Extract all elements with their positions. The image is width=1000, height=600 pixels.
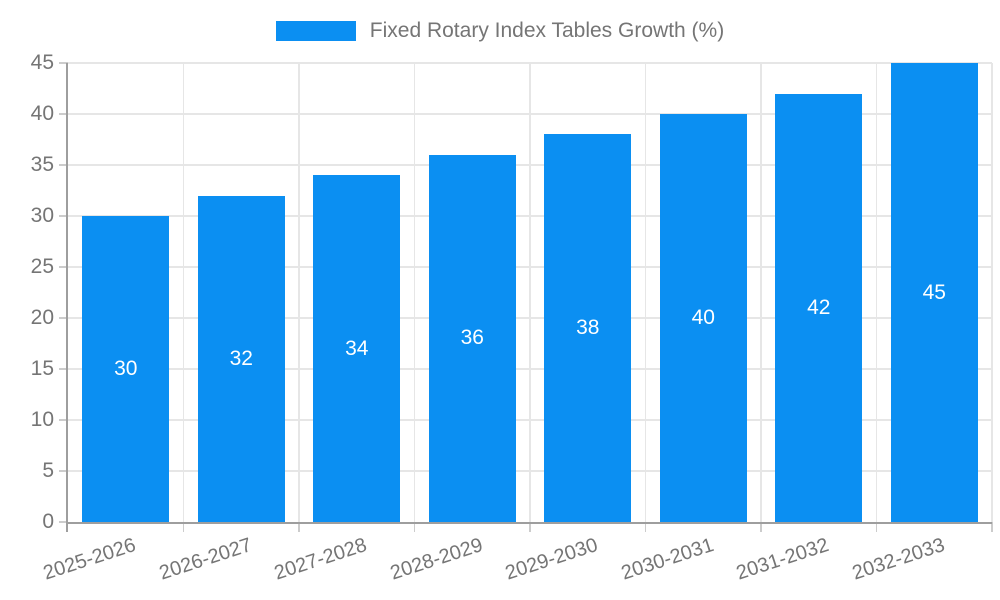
y-tick-label: 45 (30, 51, 54, 74)
v-gridline (644, 63, 647, 522)
bar-value-label: 32 (229, 346, 253, 370)
v-gridline (298, 63, 300, 522)
x-tick-label: 2027-2028 (271, 534, 370, 585)
y-tick-label: 10 (30, 408, 54, 431)
y-tick (59, 62, 68, 64)
y-tick-label: 25 (30, 255, 54, 278)
x-axis-line (66, 522, 992, 524)
x-tick-label: 2025-2026 (40, 534, 139, 585)
x-tick-label: 2029-2030 (502, 534, 601, 585)
x-tick (529, 522, 531, 532)
x-tick (182, 522, 185, 532)
y-tick-label: 35 (30, 153, 54, 176)
bar[interactable]: 40 (659, 114, 747, 522)
x-tick-label: 2026-2027 (156, 534, 255, 585)
v-gridline (413, 63, 416, 522)
y-tick-label: 5 (42, 459, 54, 482)
x-tick (875, 522, 878, 532)
v-gridline (182, 63, 185, 522)
bar[interactable]: 32 (197, 195, 285, 522)
legend-swatch (275, 21, 356, 41)
bar[interactable]: 45 (890, 63, 978, 522)
x-tick (298, 522, 300, 532)
x-tick (644, 522, 647, 532)
y-axis-line (66, 63, 68, 532)
bar-value-label: 45 (922, 280, 946, 304)
y-tick (59, 521, 68, 523)
x-tick (991, 522, 993, 532)
bar-value-label: 36 (460, 326, 484, 350)
x-tick-label: 2031-2032 (733, 534, 832, 585)
y-tick-label: 30 (30, 204, 54, 227)
bar-value-label: 40 (691, 306, 715, 329)
bar-value-label: 38 (576, 316, 600, 340)
v-gridline (991, 63, 993, 522)
y-tick (59, 266, 68, 268)
bar[interactable]: 42 (775, 93, 863, 522)
bar-value-label: 34 (345, 336, 369, 360)
bar[interactable]: 30 (82, 216, 170, 522)
legend[interactable]: Fixed Rotary Index Tables Growth (%) (0, 18, 1000, 44)
y-tick-label: 0 (42, 510, 54, 533)
bar[interactable]: 38 (544, 134, 632, 522)
x-tick (413, 522, 416, 532)
y-tick-label: 20 (30, 306, 54, 329)
x-tick-label: 2028-2029 (387, 534, 486, 585)
v-gridline (875, 63, 878, 522)
y-tick (59, 215, 68, 217)
x-tick-label: 2032-2033 (849, 534, 948, 585)
plot-area: 0 5 10 15 20 25 30 35 40 45 30 32 34 36 38 40 42 45 2025-2… (31, 51, 993, 584)
y-tick (59, 164, 68, 166)
y-tick (59, 113, 68, 115)
y-tick (59, 419, 68, 421)
x-tick (760, 522, 762, 532)
legend-label: Fixed Rotary Index Tables Growth (%) (369, 19, 725, 42)
y-tick (59, 470, 68, 472)
y-tick (59, 317, 68, 319)
y-tick-label: 15 (30, 357, 54, 380)
y-tick-label: 40 (30, 102, 54, 125)
bar[interactable]: 34 (313, 175, 401, 522)
bar[interactable]: 36 (428, 154, 516, 522)
v-gridline (760, 63, 762, 522)
v-gridline (529, 63, 531, 522)
y-tick (59, 368, 68, 370)
x-tick-label: 2030-2031 (618, 534, 717, 585)
bar-value-label: 30 (114, 357, 138, 380)
bar-value-label: 42 (807, 295, 831, 319)
